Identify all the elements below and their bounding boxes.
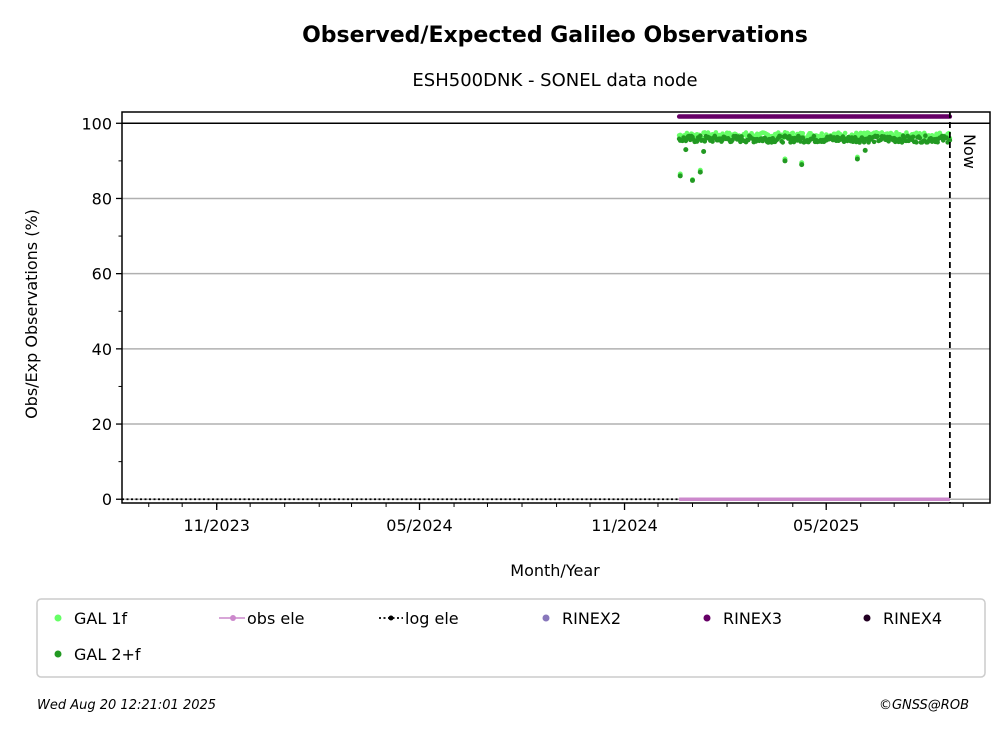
gal-2f-point [910, 134, 916, 140]
legend-marker-icon [388, 615, 394, 621]
gal-1f-point [800, 131, 806, 136]
y-tick-label: 0 [102, 490, 112, 509]
gal-2f-point [780, 140, 786, 145]
legend-item: GAL 2+f [54, 645, 141, 664]
gal-1f-point [790, 130, 796, 136]
gal-2f-point [871, 139, 877, 145]
gal-2f-outlier-point [862, 147, 868, 153]
gal-1f-point [819, 131, 825, 136]
legend-label: log ele [405, 609, 459, 628]
footer-timestamp: Wed Aug 20 12:21:01 2025 [37, 698, 216, 713]
legend-marker-icon [703, 614, 711, 622]
x-tick-label: 05/2024 [386, 516, 452, 535]
gal-2f-outlier-point [697, 169, 703, 175]
legend-label: GAL 2+f [74, 645, 141, 664]
gal-2f-outlier-point [689, 177, 695, 183]
gal-2f-point [944, 135, 949, 140]
gal-2f-point [923, 133, 928, 138]
gal-2f-point [811, 133, 817, 139]
axes: 0 20 40 60 80 100 11/2023 05/2024 11/2024 05/2025 [81, 111, 991, 535]
legend-box [36, 598, 986, 678]
legend-marker-icon [230, 615, 236, 621]
gal-2f-outlier-point [854, 156, 860, 162]
gal-2f-point [710, 139, 715, 144]
gal-2f-point [787, 133, 792, 139]
y-tick-label: 100 [81, 114, 112, 133]
legend-item: log ele [379, 609, 459, 628]
gal-2f-point [875, 133, 880, 139]
legend-label: RINEX3 [723, 609, 782, 628]
legend-label: GAL 1f [74, 609, 128, 628]
gal-2f-point [935, 139, 940, 145]
data-marks: Now [122, 112, 990, 503]
x-tick-label: 11/2023 [183, 516, 249, 535]
legend-marker-icon [54, 614, 62, 622]
legend-item: RINEX2 [542, 609, 621, 628]
gal-2f-point [770, 135, 776, 141]
gal-2f-outlier-point [683, 147, 689, 153]
gal-2f-point [778, 134, 783, 139]
footer-credit: ©GNSS@ROB [879, 698, 969, 713]
gal-1f-point [705, 130, 711, 135]
gal-2f-point [739, 134, 744, 139]
x-tick-label: 11/2024 [591, 516, 657, 535]
legend-marker-icon [54, 650, 62, 658]
chart-title: Observed/Expected Galileo Observations [302, 23, 808, 48]
legend-item: obs ele [219, 609, 305, 628]
legend-item: RINEX3 [703, 609, 782, 628]
legend-marker-icon [542, 614, 550, 622]
gal-1f-point [842, 130, 848, 136]
y-tick-label: 60 [92, 265, 112, 284]
now-marker-label: Now [960, 134, 979, 169]
y-tick-label: 80 [92, 189, 112, 208]
gal-2f-outlier-point [677, 173, 683, 179]
y-axis-label: Obs/Exp Observations (%) [22, 209, 41, 419]
chart-subtitle: ESH500DNK - SONEL data node [412, 70, 697, 91]
gridlines [122, 122, 990, 500]
gal-2f-point [947, 137, 953, 143]
legend-label: RINEX2 [562, 609, 621, 628]
gal-2f-outlier-point [799, 162, 805, 168]
gal-2f-point [697, 133, 703, 139]
gal-2f-point [917, 135, 923, 141]
legend-label: obs ele [247, 609, 305, 628]
legend-item: RINEX4 [863, 609, 942, 628]
gal-2f-outlier-point [701, 148, 707, 154]
legend-marker-icon [863, 614, 871, 622]
gal-2f-point [914, 140, 919, 145]
plot-frame [121, 111, 991, 504]
legend: GAL 1f obs ele log ele RINEX2 RINEX3 RINEX4 GA… [54, 609, 942, 664]
y-tick-label: 40 [92, 340, 112, 359]
x-tick-label: 05/2025 [793, 516, 859, 535]
legend-item: GAL 1f [54, 609, 128, 628]
x-axis-label: Month/Year [510, 561, 600, 580]
legend-label: RINEX4 [883, 609, 942, 628]
gal-2f-outlier-point [782, 158, 788, 164]
y-tick-label: 20 [92, 415, 112, 434]
